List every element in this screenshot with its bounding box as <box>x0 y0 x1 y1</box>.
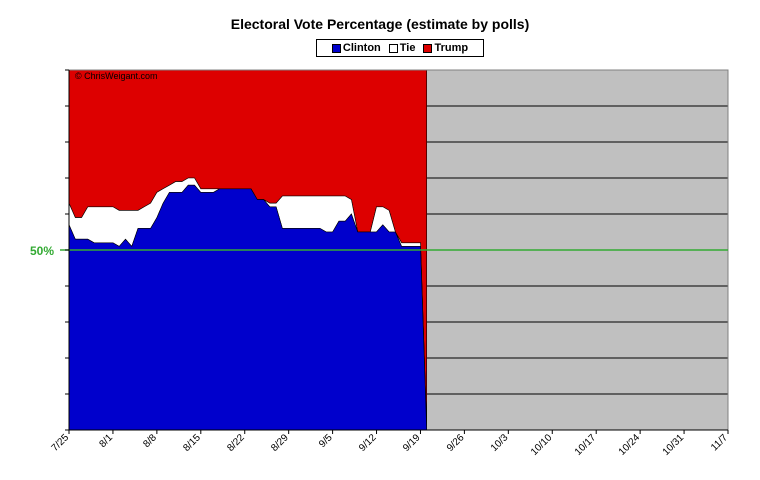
legend-label-clinton: Clinton <box>342 42 381 54</box>
x-tick-label: 10/24 <box>617 432 643 458</box>
x-tick-label: 8/1 <box>97 432 115 450</box>
x-tick-label: 9/26 <box>445 432 467 454</box>
reference-label: 50% <box>30 244 54 258</box>
x-tick-label: 8/15 <box>181 432 203 454</box>
x-tick-label: 8/8 <box>141 432 159 450</box>
x-tick-label: 8/29 <box>269 432 291 454</box>
copyright-text: © ChrisWeigant.com <box>75 71 158 81</box>
x-tick-label: 10/10 <box>529 432 555 458</box>
x-tick-label: 9/12 <box>357 432 379 454</box>
x-tick-label: 9/5 <box>317 432 335 450</box>
x-tick-label: 9/19 <box>401 432 423 454</box>
x-tick-label: 10/3 <box>489 432 511 454</box>
x-tick-label: 10/17 <box>573 432 599 458</box>
legend-entry-tie: Tie <box>388 42 416 54</box>
legend-label-tie: Tie <box>399 42 416 54</box>
x-tick-label: 7/25 <box>50 432 72 454</box>
x-tick-label: 8/22 <box>225 432 247 454</box>
chart-title: Electoral Vote Percentage (estimate by p… <box>230 16 530 32</box>
legend: Clinton Tie Trump <box>316 39 484 57</box>
x-tick-label: 11/7 <box>709 432 730 453</box>
legend-entry-clinton: Clinton <box>331 42 381 54</box>
x-tick-label: 10/31 <box>661 432 687 458</box>
legend-label-trump: Trump <box>434 42 469 54</box>
legend-swatch-tie <box>388 43 398 53</box>
legend-swatch-trump <box>423 43 433 53</box>
legend-swatch-clinton <box>331 43 341 53</box>
legend-entry-trump: Trump <box>423 42 468 54</box>
